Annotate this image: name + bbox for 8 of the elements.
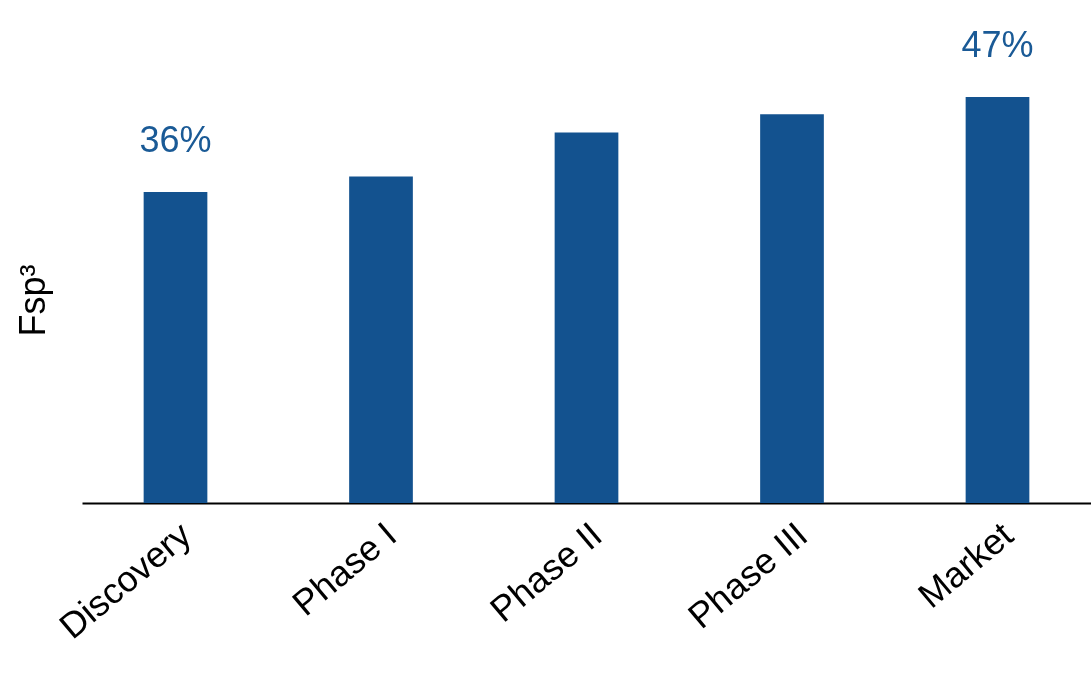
data-label: 36% <box>139 119 212 161</box>
bar <box>965 97 1030 503</box>
y-axis-title: Fsp³ <box>11 264 53 337</box>
bar <box>554 132 619 503</box>
bar <box>349 176 413 503</box>
bar <box>143 192 208 503</box>
bar <box>760 114 824 503</box>
data-label: 47% <box>961 24 1034 65</box>
